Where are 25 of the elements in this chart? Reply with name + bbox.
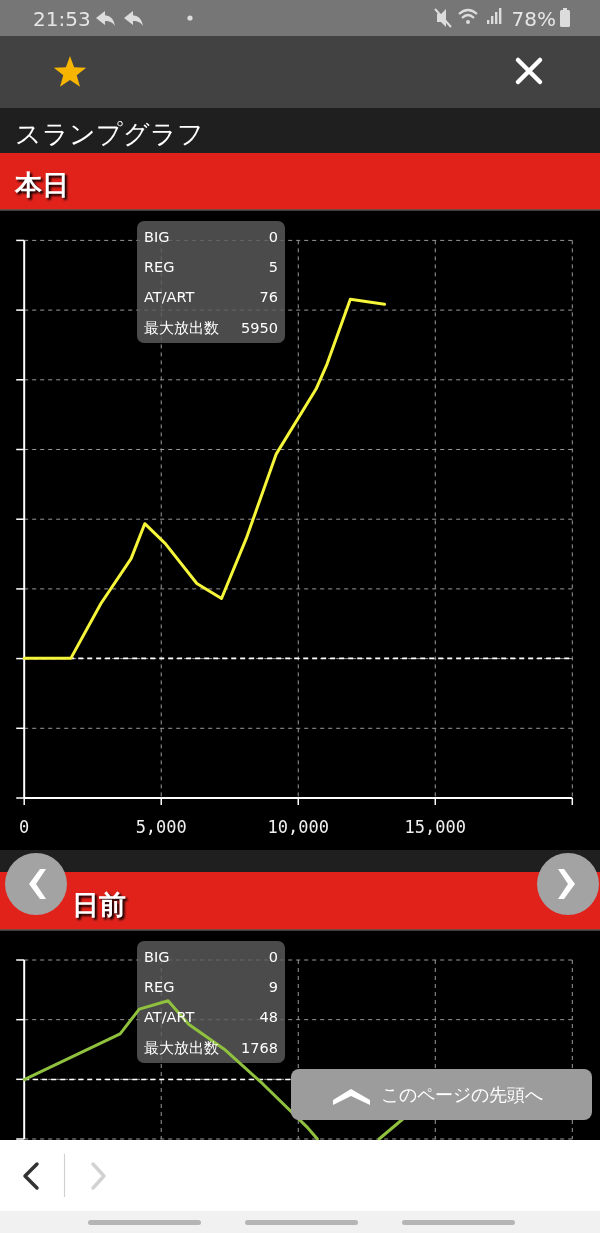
text: REG: [144, 978, 175, 995]
text: 0: [268, 948, 278, 965]
text: 0: [268, 228, 278, 245]
annotation: 最大放出数: [144, 1039, 219, 1056]
x-tick-label: 5,000: [135, 817, 187, 837]
annotation: 48: [259, 1009, 278, 1026]
text: 9: [268, 978, 278, 995]
annotation: このページの先頭へ: [381, 1084, 543, 1105]
text: BIG: [144, 948, 170, 965]
annotation: 1768: [241, 1039, 278, 1056]
annotation: AT/ART: [144, 289, 195, 306]
x-tick-label: 0: [19, 817, 30, 837]
text: 78%: [511, 7, 556, 31]
chart-subtitle: 本日: [14, 169, 69, 200]
text: BIG: [144, 228, 170, 245]
annotation: 最大放出数: [144, 319, 219, 336]
text: 21:53: [33, 7, 91, 31]
chart-title: スランプグラフ: [15, 119, 204, 149]
text: REG: [144, 258, 175, 275]
annotation: 76: [259, 289, 278, 306]
x-tick-label: 15,000: [404, 817, 466, 837]
text: 5: [268, 258, 278, 275]
annotation: 5950: [241, 319, 278, 336]
x-tick-label: 10,000: [267, 817, 329, 837]
chart-title: 日前: [72, 889, 126, 920]
